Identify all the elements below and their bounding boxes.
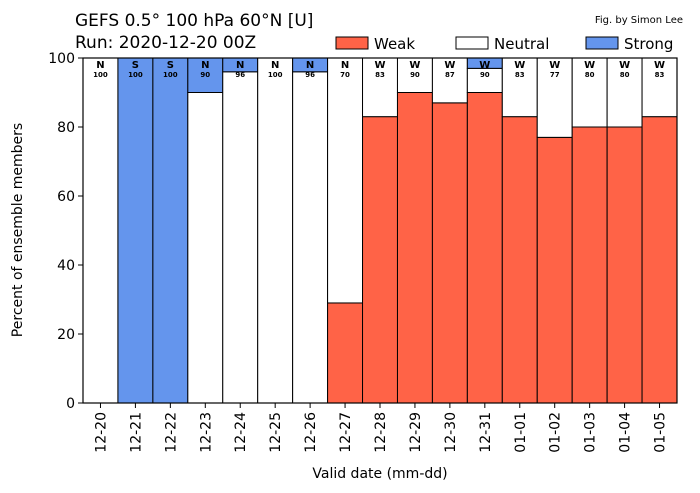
y-tick-label: 0 <box>66 396 75 412</box>
figure-credit: Fig. by Simon Lee <box>595 15 683 26</box>
x-axis-label: Valid date (mm-dd) <box>312 466 447 482</box>
legend-label-strong: Strong <box>624 35 673 53</box>
legend: Weak Neutral Strong <box>335 35 673 53</box>
x-tick-label: 12-29 <box>408 412 424 453</box>
bar-category-label: S <box>132 60 139 71</box>
bar-neutral-12-20 <box>82 57 119 404</box>
x-tick-label: 12-20 <box>93 412 109 453</box>
x-tick-label: 12-30 <box>443 412 459 453</box>
x-tick-label: 12-31 <box>478 412 494 453</box>
legend-swatch-strong <box>585 36 619 50</box>
bar-weak-12-30 <box>431 102 468 404</box>
bar-percent-label: 70 <box>340 71 350 79</box>
bar-category-label: W <box>514 60 525 71</box>
bar-percent-label: 100 <box>93 71 108 79</box>
y-tick-label: 60 <box>57 189 75 205</box>
bar-percent-label: 83 <box>655 71 665 79</box>
bar-percent-label: 100 <box>163 71 178 79</box>
bar-category-label: W <box>549 60 560 71</box>
x-tick-label: 12-21 <box>128 412 144 453</box>
bar-neutral-01-01 <box>501 57 538 118</box>
bar-weak-12-28 <box>362 116 398 404</box>
bar-neutral-12-24 <box>222 71 259 404</box>
bar-strong-12-23 <box>187 57 224 93</box>
x-tick-label: 01-01 <box>513 412 529 453</box>
bar-weak-12-27 <box>327 302 364 404</box>
legend-label-weak: Weak <box>374 35 415 53</box>
y-tick-label: 40 <box>57 258 75 274</box>
bar-percent-label: 87 <box>445 71 455 79</box>
chart-title-line2: Run: 2020-12-20 00Z <box>75 33 256 53</box>
bar-weak-01-05 <box>641 116 678 404</box>
x-tick-label: 01-03 <box>583 412 599 453</box>
bar-strong-12-21 <box>117 57 154 404</box>
bar-labels: N100S100S100N90N96N100N96N70W83W90W87W90… <box>93 60 665 79</box>
bar-percent-label: 80 <box>620 71 630 79</box>
bar-category-label: W <box>654 60 665 71</box>
x-tick-label: 01-04 <box>618 412 634 453</box>
bar-category-label: W <box>619 60 630 71</box>
bar-category-label: W <box>444 60 455 71</box>
bar-percent-label: 96 <box>235 71 245 79</box>
axes: 0 20 40 60 80 100 12-20 12-21 12-22 12-23 12-24 12-… <box>48 51 678 453</box>
bar-category-label: N <box>96 60 104 71</box>
bar-neutral-01-02 <box>536 57 573 138</box>
bar-neutral-12-31 <box>466 67 503 93</box>
bar-category-label: S <box>167 60 174 71</box>
bar-neutral-12-23 <box>187 92 224 404</box>
bar-category-label: W <box>584 60 595 71</box>
bar-percent-label: 83 <box>375 71 385 79</box>
bar-percent-label: 80 <box>585 71 595 79</box>
bars <box>82 57 678 404</box>
chart-title-line1: GEFS 0.5° 100 hPa 60°N [U] <box>75 11 313 31</box>
bar-category-label: N <box>271 60 279 71</box>
x-tick-label: 12-22 <box>163 412 179 453</box>
y-tick-label: 20 <box>57 327 75 343</box>
bar-percent-label: 100 <box>268 71 283 79</box>
x-tick-label: 01-05 <box>653 412 669 453</box>
bar-strong-12-22 <box>152 57 189 404</box>
bar-neutral-01-03 <box>571 57 608 128</box>
y-axis-label: Percent of ensemble members <box>10 123 26 337</box>
bar-category-label: N <box>236 60 244 71</box>
bar-weak-12-31 <box>466 92 503 404</box>
bar-weak-01-01 <box>501 116 538 404</box>
bar-weak-12-29 <box>396 92 433 404</box>
y-tick-label: 80 <box>57 120 75 136</box>
x-tick-label: 12-27 <box>338 412 354 453</box>
x-tick-label: 12-26 <box>303 412 319 453</box>
bar-category-label: W <box>374 60 385 71</box>
x-tick-label: 01-02 <box>548 412 564 453</box>
bar-percent-label: 90 <box>480 71 490 79</box>
bar-category-label: N <box>201 60 209 71</box>
bar-percent-label: 100 <box>128 71 143 79</box>
bar-percent-label: 83 <box>515 71 525 79</box>
x-tick-label: 12-25 <box>268 412 284 453</box>
bar-weak-01-03 <box>571 126 608 404</box>
bar-neutral-12-25 <box>257 57 294 404</box>
bar-percent-label: 96 <box>305 71 315 79</box>
bar-percent-label: 77 <box>550 71 560 79</box>
bar-neutral-12-27 <box>327 57 364 304</box>
legend-label-neutral: Neutral <box>494 35 549 53</box>
bar-category-label: N <box>341 60 349 71</box>
bar-category-label: W <box>479 60 490 71</box>
bar-category-label: W <box>409 60 420 71</box>
legend-swatch-neutral <box>455 36 489 50</box>
bar-weak-01-02 <box>536 136 573 404</box>
bar-neutral-12-26 <box>292 71 329 404</box>
legend-swatch-weak <box>335 36 369 50</box>
bar-category-label: N <box>306 60 314 71</box>
y-tick-label: 100 <box>48 51 75 67</box>
bar-weak-01-04 <box>606 126 643 404</box>
bar-percent-label: 90 <box>200 71 210 79</box>
x-tick-label: 12-23 <box>198 412 214 453</box>
bar-percent-label: 90 <box>410 71 420 79</box>
x-tick-label: 12-28 <box>373 412 389 453</box>
x-tick-label: 12-24 <box>233 412 249 453</box>
